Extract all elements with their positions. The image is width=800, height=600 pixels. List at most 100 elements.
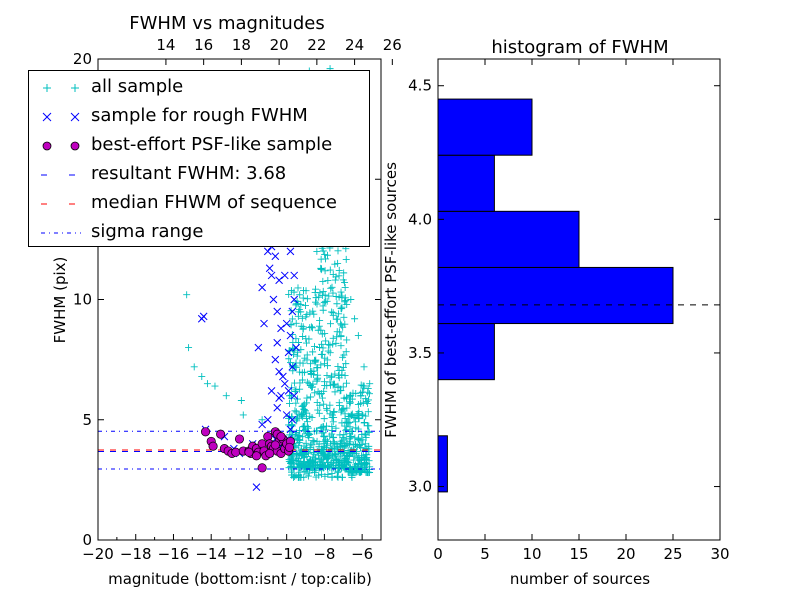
scatter-ylabel: FWHM (pix) (51, 257, 69, 344)
all-sample-point (331, 388, 339, 396)
all-sample-point (351, 315, 359, 323)
all-sample-point (323, 297, 331, 305)
all-sample-point (312, 473, 320, 481)
all-sample-point (318, 350, 326, 358)
all-sample-point (306, 309, 314, 317)
y-tick-label: 3.5 (408, 344, 432, 362)
all-sample-point (300, 454, 308, 462)
all-sample-point (331, 260, 339, 268)
all-sample-point (285, 464, 293, 472)
x-tick-label: 25 (663, 545, 682, 563)
x-tick-label: −12 (233, 545, 265, 563)
all-sample-point (320, 387, 328, 395)
all-sample-point (343, 393, 351, 401)
all-sample-point (294, 454, 302, 462)
all-sample-point (324, 470, 332, 478)
legend-label: median FHWM of sequence (91, 192, 337, 213)
all-sample-point (311, 454, 319, 462)
all-sample-point (324, 277, 332, 285)
all-sample-point (294, 433, 302, 441)
all-sample-point (339, 276, 347, 284)
histogram-ylabel: FWHM of best-effort PSF-like sources (382, 162, 400, 438)
all-sample-point (312, 294, 320, 302)
all-sample-point (318, 394, 326, 402)
all-sample-point (308, 324, 316, 332)
all-sample-point (341, 283, 349, 291)
top-tick-label: 16 (194, 36, 213, 54)
all-sample-point (319, 291, 327, 299)
all-sample-point (237, 397, 245, 405)
all-sample-point (334, 363, 342, 371)
all-sample-point (314, 364, 322, 372)
all-sample-point (364, 468, 372, 476)
all-sample-point (338, 292, 346, 300)
all-sample-point (324, 437, 332, 445)
all-sample-point (321, 451, 329, 459)
all-sample-point (305, 335, 313, 343)
all-sample-point (302, 339, 310, 347)
all-sample-point (304, 472, 312, 480)
all-sample-point (288, 422, 296, 430)
all-sample-point (300, 405, 308, 413)
x-tick-label: 0 (433, 545, 443, 563)
rough-sample-point (292, 343, 300, 352)
all-sample-point (293, 414, 301, 422)
all-sample-point (332, 293, 340, 301)
rough-sample-point (252, 483, 261, 491)
all-sample-point (300, 287, 308, 295)
all-sample-point (333, 328, 341, 336)
y-tick-label: 5 (82, 411, 92, 429)
all-sample-point (338, 419, 346, 427)
best-sample-point (208, 441, 218, 451)
all-sample-point (292, 319, 300, 327)
x-tick-label: −16 (158, 545, 190, 563)
all-sample-point (321, 251, 329, 259)
all-sample-point (324, 453, 332, 461)
all-sample-point (323, 251, 331, 259)
rough-sample-point (260, 319, 268, 328)
all-sample-point (315, 409, 323, 417)
x-tick-label: −8 (313, 545, 335, 563)
all-sample-point (348, 395, 356, 403)
all-sample-point (356, 437, 364, 445)
all-sample-point (321, 452, 329, 460)
all-sample-point (287, 287, 295, 295)
all-sample-point (326, 320, 334, 328)
all-sample-point (334, 247, 342, 255)
all-sample-point (337, 288, 345, 296)
all-sample-point (306, 441, 314, 449)
all-sample-point (305, 459, 313, 467)
all-sample-point (344, 452, 352, 460)
all-sample-point (287, 320, 295, 328)
all-sample-point (300, 423, 308, 431)
y-tick-label: 4.0 (408, 210, 432, 228)
histogram-bar (437, 435, 448, 493)
all-sample-point (338, 305, 346, 313)
all-sample-point (345, 467, 353, 475)
all-sample-point (323, 362, 331, 370)
top-tick-label: 18 (232, 36, 251, 54)
all-sample-point (351, 418, 359, 426)
all-sample-point (328, 283, 336, 291)
rough-sample-point (280, 379, 289, 388)
all-sample-point (311, 357, 319, 365)
all-sample-point (293, 352, 301, 360)
rough-sample-point (290, 271, 299, 280)
all-sample-point (365, 422, 373, 430)
all-sample-point (343, 336, 351, 344)
rough-sample-point (275, 394, 283, 402)
y-tick-label: 0 (82, 531, 92, 549)
all-sample-point (321, 267, 329, 275)
all-sample-point (317, 266, 325, 274)
all-sample-point (343, 404, 351, 412)
all-sample-point (326, 349, 334, 357)
all-sample-point (310, 438, 318, 446)
all-sample-point (314, 406, 322, 414)
all-sample-point (317, 445, 325, 453)
all-sample-point (328, 426, 336, 434)
all-sample-point (320, 298, 328, 306)
legend-entry-all-sample: all sample (29, 73, 369, 102)
rough-sample-point (269, 295, 278, 304)
all-sample-point (342, 360, 350, 368)
legend-entry-rough-sample: sample for rough FWHM (29, 102, 369, 131)
